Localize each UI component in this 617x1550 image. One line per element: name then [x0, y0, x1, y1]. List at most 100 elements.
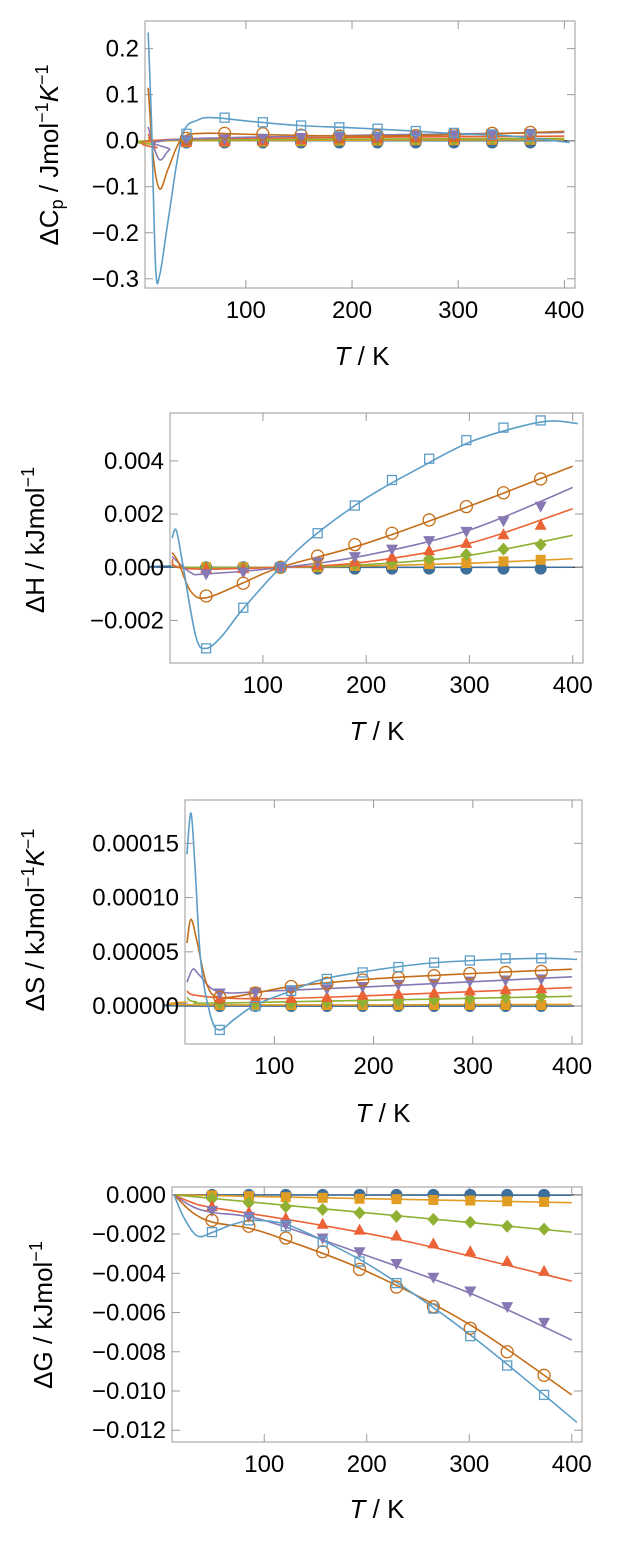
h-point-s5	[423, 536, 436, 548]
s-point-s7	[536, 953, 547, 964]
g-markers	[205, 1188, 551, 1401]
h-xtick-label: 300	[449, 672, 489, 699]
cp-curve-s5	[147, 126, 565, 161]
g-point-s4	[538, 1264, 551, 1276]
g-point-s6	[316, 1245, 330, 1259]
h-point-s7	[349, 500, 360, 511]
s-point-s6	[356, 973, 370, 987]
g-point-s3	[205, 1192, 218, 1206]
cp-point-s7	[219, 112, 230, 123]
cp-tick-labels: 100 200 300 400 0.2 0.1 0.0 −0.1 −0.2 −0.3	[92, 36, 585, 324]
cp-ytick-label: 0.2	[106, 36, 139, 63]
h-point-s4	[460, 536, 473, 548]
chart-g: 100 200 300 400 0.000 −0.002 −0.004 −0.006 −0.00…	[26, 1182, 592, 1524]
s-xlabel: T / K	[356, 1098, 412, 1128]
g-point-s5	[205, 1206, 218, 1218]
h-curve-s2	[171, 557, 573, 569]
cp-point-s7	[372, 123, 383, 134]
g-point-s3	[390, 1209, 403, 1223]
cp-point-s7	[448, 127, 460, 139]
g-point-s3	[316, 1203, 329, 1217]
s-point-s7	[321, 973, 333, 985]
h-point-s3	[423, 552, 436, 566]
g-point-s7	[206, 1226, 218, 1238]
h-point-s5	[497, 516, 510, 528]
s-point-s6	[213, 990, 227, 1005]
s-point-s4	[499, 983, 512, 995]
h-point-s5	[348, 552, 361, 564]
chart-cp: 100 200 300 400 0.2 0.1 0.0 −0.1 −0.2 −0.3 ΔCp / …	[32, 20, 585, 371]
cp-point-s7	[257, 117, 269, 128]
g-point-s6	[537, 1368, 551, 1382]
s-point-s4	[392, 987, 405, 999]
cp-ytick-label: 0.0	[106, 128, 139, 155]
g-point-s7	[243, 1215, 255, 1226]
cp-point-s5	[333, 132, 346, 144]
s-point-s6	[248, 986, 263, 1000]
h-ylabel: ΔH / kJmol−1	[18, 467, 50, 613]
s-point-s7	[428, 957, 440, 968]
g-point-s2	[502, 1196, 513, 1207]
s-plot-frame	[184, 799, 583, 1045]
cp-xtick-label: 400	[544, 297, 584, 324]
g-point-s6	[242, 1219, 256, 1233]
g-xtick-label: 200	[347, 1451, 387, 1478]
h-point-s5	[460, 526, 473, 538]
s-point-s6	[320, 976, 334, 990]
h-tick-labels: 100 200 300 400 0.004 0.002 0.000 −0.002	[90, 448, 593, 699]
h-point-s6	[236, 576, 250, 590]
g-curve-s7	[173, 1194, 578, 1423]
g-point-s4	[353, 1223, 366, 1235]
s-point-s5	[213, 988, 226, 1000]
h-ytick-label: 0.000	[104, 554, 164, 581]
h-point-s2	[498, 556, 509, 567]
h-point-s6	[534, 472, 548, 486]
s-point-s7	[286, 985, 297, 997]
g-point-s7	[465, 1330, 476, 1342]
h-curve-s3	[171, 534, 573, 569]
s-point-s7	[250, 1000, 261, 1012]
h-curves	[148, 420, 578, 650]
g-ytick-label: −0.006	[92, 1300, 166, 1327]
cp-ytick-label: −0.3	[92, 266, 139, 293]
h-point-s5	[274, 562, 287, 574]
cp-xtick-label: 200	[332, 297, 372, 324]
cp-point-s5	[447, 130, 460, 142]
cp-point-s6	[332, 129, 346, 143]
cp-point-s5	[486, 129, 499, 141]
s-tick-labels: 100 200 300 400 0.00015 0.00010 0.00005 0.00000	[92, 830, 592, 1080]
h-point-s5	[311, 557, 324, 569]
cp-markers	[179, 112, 538, 149]
g-point-s6	[463, 1321, 477, 1335]
h-xtick-label: 100	[243, 672, 283, 699]
g-point-s6	[352, 1262, 367, 1277]
cp-point-s5	[371, 131, 384, 143]
h-axes	[170, 413, 583, 663]
h-point-s2	[535, 554, 546, 565]
g-point-s4	[427, 1237, 440, 1249]
s-ytick-label: 0.00010	[92, 885, 179, 912]
g-point-s2	[280, 1192, 291, 1203]
g-point-s2	[317, 1192, 328, 1203]
g-xtick-label: 300	[449, 1451, 489, 1478]
cp-xlabel: T / K	[335, 341, 391, 371]
g-point-s7	[502, 1360, 513, 1371]
s-point-s2	[536, 999, 547, 1010]
cp-curve-s6	[147, 87, 565, 190]
h-point-s7	[312, 528, 323, 539]
g-point-s7	[317, 1236, 328, 1248]
g-plot-frame	[171, 1186, 583, 1443]
s-xtick-label: 100	[254, 1053, 294, 1080]
h-curve-s4	[171, 507, 573, 570]
g-point-s7	[428, 1303, 439, 1314]
g-curve-s6	[173, 1194, 573, 1396]
h-point-s7	[386, 474, 398, 486]
h-ytick-label: 0.004	[104, 448, 164, 475]
g-xlabel: T / K	[350, 1494, 406, 1524]
h-point-s6	[422, 513, 436, 527]
h-point-s5	[385, 544, 398, 556]
s-ytick-label: 0.00015	[92, 830, 179, 857]
s-point-s7	[214, 1024, 225, 1036]
s-axes	[185, 800, 582, 1044]
h-curve-s5	[171, 486, 573, 576]
